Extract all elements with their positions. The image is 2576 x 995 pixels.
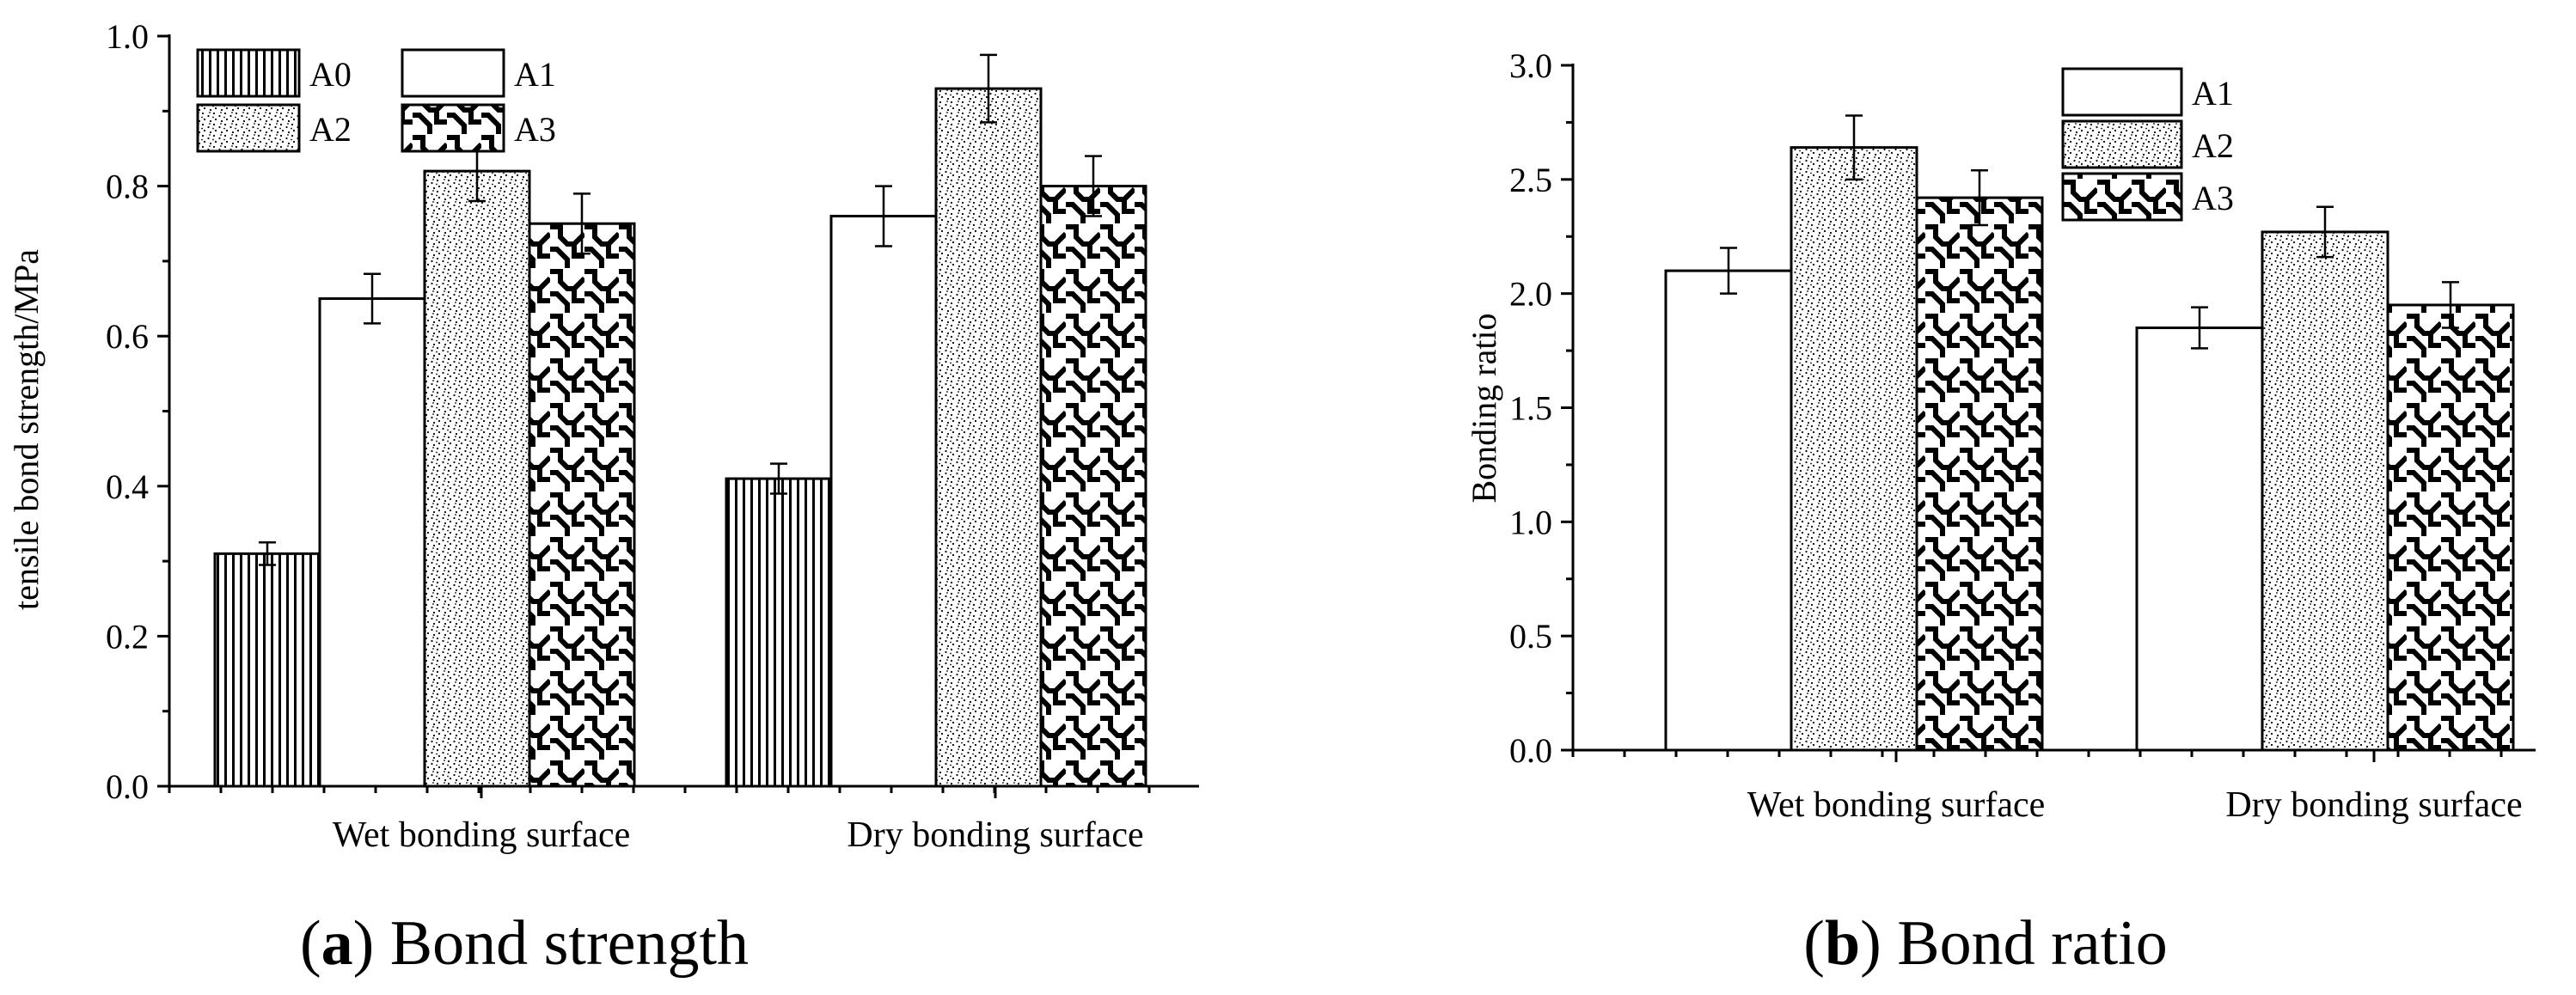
panel-b-bond-ratio: 0.0 0.5 1.0 1.5 2.0 2.5 3.0 Wet bonding surface… (1509, 46, 2536, 825)
panel-b-legend-label-a3: A3 (2192, 179, 2234, 217)
panel-b-bar-a2-dry (2261, 230, 2389, 752)
panel-a-ytick-label: 0.2 (106, 617, 149, 656)
panel-a-category-label: Dry bonding surface (847, 815, 1143, 855)
panel-b-ytick-label: 0.5 (1509, 617, 1552, 656)
panel-a-ytick-label: 1.0 (106, 17, 149, 56)
panel-b-category-label: Wet bonding surface (1747, 785, 2046, 825)
panel-b-bar-a3-dry (2386, 303, 2515, 752)
panel-a-legend-swatch-a3 (401, 103, 505, 153)
panel-b-category-label: Dry bonding surface (2225, 785, 2522, 825)
panel-b-ytick-label: 3.0 (1509, 46, 1552, 85)
panel-a-bar-a3-dry (1039, 185, 1147, 788)
panel-a-legend-label-a0: A0 (309, 55, 352, 94)
panel-b-legend-swatch-a3 (2061, 172, 2183, 222)
panel-b-ytick-label: 1.0 (1509, 503, 1552, 541)
panel-a-legend-label-a1: A1 (514, 55, 556, 94)
panel-a-legend-swatch-a2 (196, 103, 301, 153)
panel-a-bar-a2-wet (423, 169, 531, 788)
panel-a-legend-swatch-a1 (401, 48, 505, 98)
panel-b-legend-label-a2: A2 (2192, 126, 2234, 165)
panel-b-ylabel: Bonding ratio (1465, 313, 1503, 503)
panel-b-ytick-label: 2.5 (1509, 161, 1552, 199)
panel-a-ytick-label: 0.8 (106, 168, 149, 206)
panel-a-bond-strength: 0.0 0.2 0.4 0.6 0.8 1.0 Wet bonding surface Dry… (106, 17, 1199, 855)
panel-a-legend-label-a2: A2 (309, 110, 352, 149)
panel-b-legend-swatch-a2 (2061, 119, 2183, 169)
panel-b-bar-a1-dry (2135, 327, 2264, 752)
panel-a-ylabel: tensile bond strength/MPa (7, 249, 46, 610)
panel-a-bar-a0-wet (213, 552, 321, 788)
panel-b-bar-a1-wet (1664, 269, 1793, 752)
panel-a-bar-a1-wet (318, 297, 426, 788)
panel-b-bar-a3-wet (1915, 196, 2044, 752)
panel-b-caption: (b) Bond ratio (1803, 908, 2167, 979)
panel-a-caption: (a) Bond strength (300, 908, 749, 979)
panel-b-ytick-label: 0.0 (1509, 731, 1552, 770)
panel-a-category-label: Wet bonding surface (333, 815, 631, 855)
panel-a-bar-a3-wet (528, 222, 636, 788)
panel-a-legend-label-a3: A3 (514, 110, 556, 149)
panel-b-legend-swatch-a1 (2061, 67, 2183, 117)
panel-b-ytick-label: 2.0 (1509, 275, 1552, 314)
panel-a-ytick-label: 0.0 (106, 767, 149, 806)
panel-a-ytick-label: 0.6 (106, 317, 149, 356)
panel-b-legend-label-a1: A1 (2192, 74, 2234, 113)
panel-a-bar-a0-dry (725, 477, 833, 788)
panel-a-bar-a2-dry (934, 87, 1043, 788)
panel-a-ytick-label: 0.4 (106, 467, 149, 506)
panel-a-legend-swatch-a0 (196, 48, 301, 98)
panel-a-bar-a1-dry (829, 215, 938, 788)
panel-b-ytick-label: 1.5 (1509, 389, 1552, 428)
panel-b-bar-a2-wet (1790, 146, 1918, 752)
